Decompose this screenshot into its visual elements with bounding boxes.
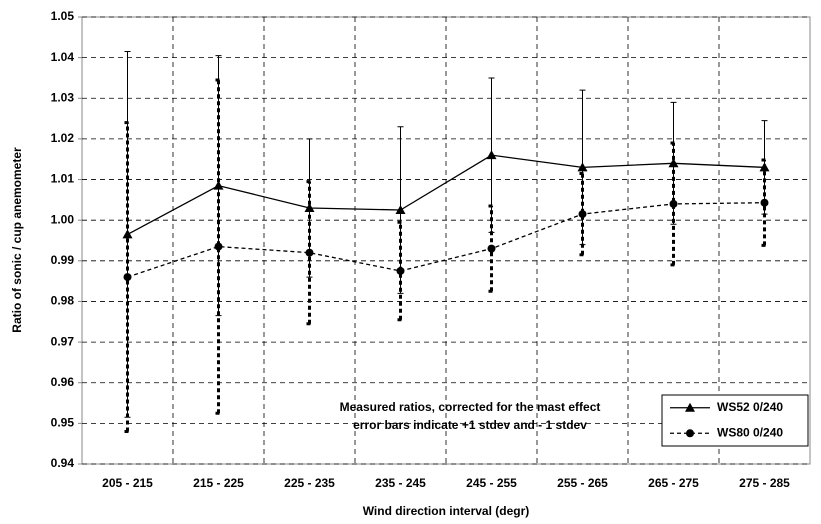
annotation: Measured ratios, corrected for the mast … — [340, 400, 601, 414]
y-tick-label: 1.05 — [51, 9, 75, 23]
x-tick-label: 245 - 255 — [466, 476, 517, 490]
error-bar — [579, 171, 586, 257]
y-tick-label: 0.94 — [51, 456, 75, 470]
legend-label: WS80 0/240 — [717, 425, 783, 439]
y-tick-label: 1.01 — [51, 172, 75, 186]
x-tick-label: 275 - 285 — [739, 476, 790, 490]
error-bar — [670, 141, 677, 267]
point — [123, 273, 132, 282]
point — [214, 242, 223, 251]
y-axis-label: Ratio of sonic / cup anemometer — [10, 147, 24, 333]
error-bar — [215, 78, 222, 415]
error-bar — [397, 220, 404, 322]
x-tick-label: 225 - 235 — [284, 476, 335, 490]
y-tick-label: 0.99 — [51, 253, 75, 267]
point — [578, 210, 587, 219]
point — [486, 150, 497, 160]
y-tick-label: 1.00 — [51, 212, 75, 226]
point — [305, 248, 314, 257]
point — [577, 162, 588, 172]
x-tick-label: 265 - 275 — [648, 476, 699, 490]
line — [127, 202, 765, 278]
point — [487, 244, 496, 253]
x-tick-label: 215 - 225 — [193, 476, 244, 490]
legend-marker — [685, 402, 695, 412]
legend-marker — [686, 429, 694, 438]
point — [396, 266, 405, 275]
legend-box — [661, 394, 809, 447]
point — [760, 198, 769, 207]
y-tick-label: 0.96 — [51, 375, 75, 389]
x-tick-label: 235 - 245 — [375, 476, 426, 490]
x-tick-label: 255 - 265 — [557, 476, 608, 490]
annotation: error bars indicate +1 stdev and - 1 std… — [353, 418, 587, 432]
point — [395, 205, 406, 215]
point — [213, 180, 224, 190]
legend-label: WS52 0/240 — [717, 400, 783, 414]
y-tick-label: 1.04 — [51, 50, 75, 64]
y-tick-label: 1.02 — [51, 131, 75, 145]
point — [669, 199, 678, 208]
y-tick-label: 0.95 — [51, 416, 75, 430]
y-tick-label: 0.98 — [51, 294, 75, 308]
x-tick-label: 205 - 215 — [102, 476, 153, 490]
line — [127, 154, 765, 235]
point — [668, 158, 679, 168]
x-axis-label: Wind direction interval (degr) — [363, 504, 530, 518]
y-tick-label: 0.97 — [51, 334, 75, 348]
point — [304, 202, 315, 212]
y-tick-label: 1.03 — [51, 90, 75, 104]
